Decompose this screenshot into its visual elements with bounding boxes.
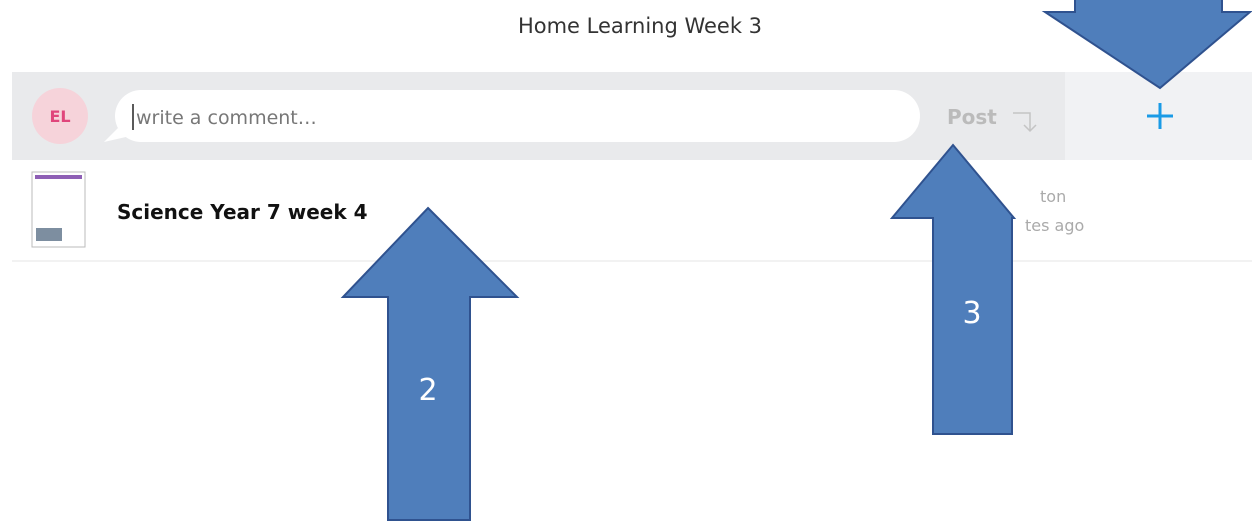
- comment-placeholder: write a comment…: [136, 107, 317, 129]
- thumbnail-image: [36, 228, 62, 241]
- page-title: Home Learning Week 3: [518, 14, 762, 38]
- item-author: ton: [1040, 187, 1066, 206]
- annotation-label: 3: [962, 296, 981, 331]
- annotation-arrow: [343, 208, 517, 520]
- post-button[interactable]: Post: [947, 105, 997, 129]
- annotation-arrow: [892, 145, 1014, 434]
- screen: Home Learning Week 3 EL write a comment……: [0, 0, 1252, 522]
- item-title[interactable]: Science Year 7 week 4: [117, 200, 368, 224]
- item-time: tes ago: [1025, 216, 1084, 235]
- annotation-label: 2: [418, 373, 437, 408]
- thumbnail-header: [35, 175, 82, 179]
- avatar-initials: EL: [49, 107, 70, 126]
